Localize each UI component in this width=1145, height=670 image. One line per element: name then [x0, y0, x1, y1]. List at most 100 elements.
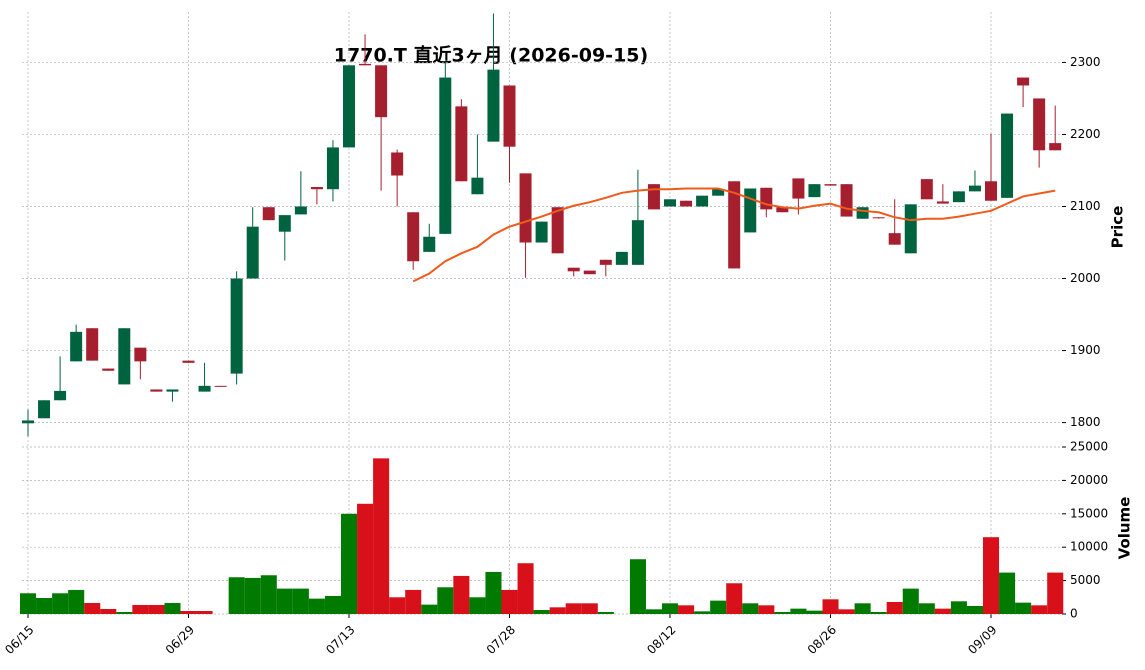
volume-bar — [838, 609, 855, 614]
candle-body — [968, 185, 981, 192]
volume-bar — [36, 597, 53, 614]
candle-body — [262, 207, 275, 221]
x-tick-label: 09/09 — [965, 623, 999, 657]
candle-body — [150, 389, 163, 392]
volume-bar — [84, 602, 101, 614]
y-tick-label: 1800 — [1070, 415, 1101, 429]
candle-body — [567, 267, 580, 272]
volume-bar — [485, 571, 502, 614]
candle-body — [631, 220, 644, 265]
volume-bar — [886, 601, 903, 614]
volume-bar — [983, 537, 1000, 614]
volume-bar — [854, 603, 871, 614]
candle-body — [1001, 113, 1014, 198]
volume-bar — [116, 611, 133, 614]
candle-body — [198, 385, 211, 392]
volume-bar — [132, 604, 149, 614]
volume-bar — [950, 601, 967, 614]
y-tick-label: 0 — [1070, 607, 1078, 621]
volume-bar — [902, 588, 919, 614]
volume-bar — [758, 605, 775, 614]
candle-body — [920, 179, 933, 200]
volume-bar — [645, 609, 662, 614]
candle-body — [664, 199, 676, 207]
volume-bar — [662, 603, 679, 614]
y-tick-label: 20000 — [1070, 473, 1108, 487]
candle-body — [840, 184, 853, 217]
volume-bar — [822, 599, 839, 614]
candle-body — [102, 368, 115, 371]
volume-bar — [549, 607, 566, 614]
candle-body — [375, 65, 388, 118]
candle-body — [985, 181, 997, 201]
volume-bar — [228, 577, 245, 614]
volume-bar — [533, 609, 550, 614]
candle-body — [615, 251, 628, 265]
candle-body — [214, 385, 227, 387]
candle-body — [519, 173, 532, 243]
candle-body — [904, 204, 917, 254]
volume-bar — [453, 575, 470, 614]
candle-body — [278, 215, 291, 232]
candle-body — [166, 389, 179, 392]
candle-body — [760, 187, 773, 210]
x-tick-label: 08/12 — [644, 623, 678, 657]
candle-body — [326, 147, 339, 190]
candle-body — [423, 236, 436, 252]
candle-body — [888, 233, 901, 245]
volume-bar — [292, 588, 309, 614]
candle-body — [182, 360, 195, 363]
x-tick-label: 06/29 — [163, 623, 197, 657]
volume-bar — [52, 593, 69, 614]
candle-body — [856, 207, 869, 219]
volume-bar — [276, 588, 293, 614]
candle-body — [696, 195, 709, 207]
candle-body — [647, 184, 660, 210]
volume-bar — [999, 572, 1016, 614]
candle-body — [824, 184, 837, 186]
candle-body — [359, 63, 372, 66]
volume-bar — [148, 604, 165, 614]
x-tick-label: 08/26 — [805, 623, 839, 657]
volume-bar — [966, 605, 983, 614]
candle-body — [503, 85, 516, 147]
candle-body — [599, 259, 612, 265]
y-tick-label: 2000 — [1070, 271, 1101, 285]
volume-bar — [308, 598, 325, 614]
candle-body — [776, 207, 789, 213]
volume-bar — [694, 611, 711, 614]
candle-body — [70, 331, 83, 362]
candle-body — [1017, 77, 1030, 86]
candle-body — [310, 187, 323, 190]
candle-body — [134, 347, 147, 362]
y-tick-label: 2100 — [1070, 199, 1101, 213]
volume-bar — [405, 589, 422, 614]
candle-body — [487, 69, 500, 142]
volume-bar — [774, 611, 791, 614]
volume-bar — [389, 597, 406, 614]
candle-body — [583, 270, 596, 275]
volume-bar — [469, 597, 486, 614]
candle-body — [407, 212, 420, 262]
volume-bar — [68, 589, 85, 614]
y-tick-label: 5000 — [1070, 573, 1101, 587]
volume-bar — [341, 513, 358, 614]
price-axis-label: Price — [1109, 206, 1127, 249]
y-tick-label: 2200 — [1070, 127, 1101, 141]
candle-body — [439, 77, 452, 234]
volume-bar — [501, 589, 518, 614]
volume-bar — [726, 583, 743, 614]
volume-axis-label: Volume — [1116, 497, 1134, 560]
volume-bar — [581, 603, 598, 614]
volume-bar — [742, 603, 759, 614]
candle-body — [118, 328, 131, 385]
candle-body — [86, 328, 99, 361]
chart-title: 1770.T 直近3ヶ月 (2026-09-15) — [334, 44, 648, 67]
candle-body — [744, 188, 757, 233]
volume-bar — [373, 458, 390, 614]
candle-body — [455, 106, 468, 182]
volume-bar — [421, 604, 438, 614]
volume-bar — [437, 587, 454, 614]
volume-bar — [870, 611, 887, 614]
